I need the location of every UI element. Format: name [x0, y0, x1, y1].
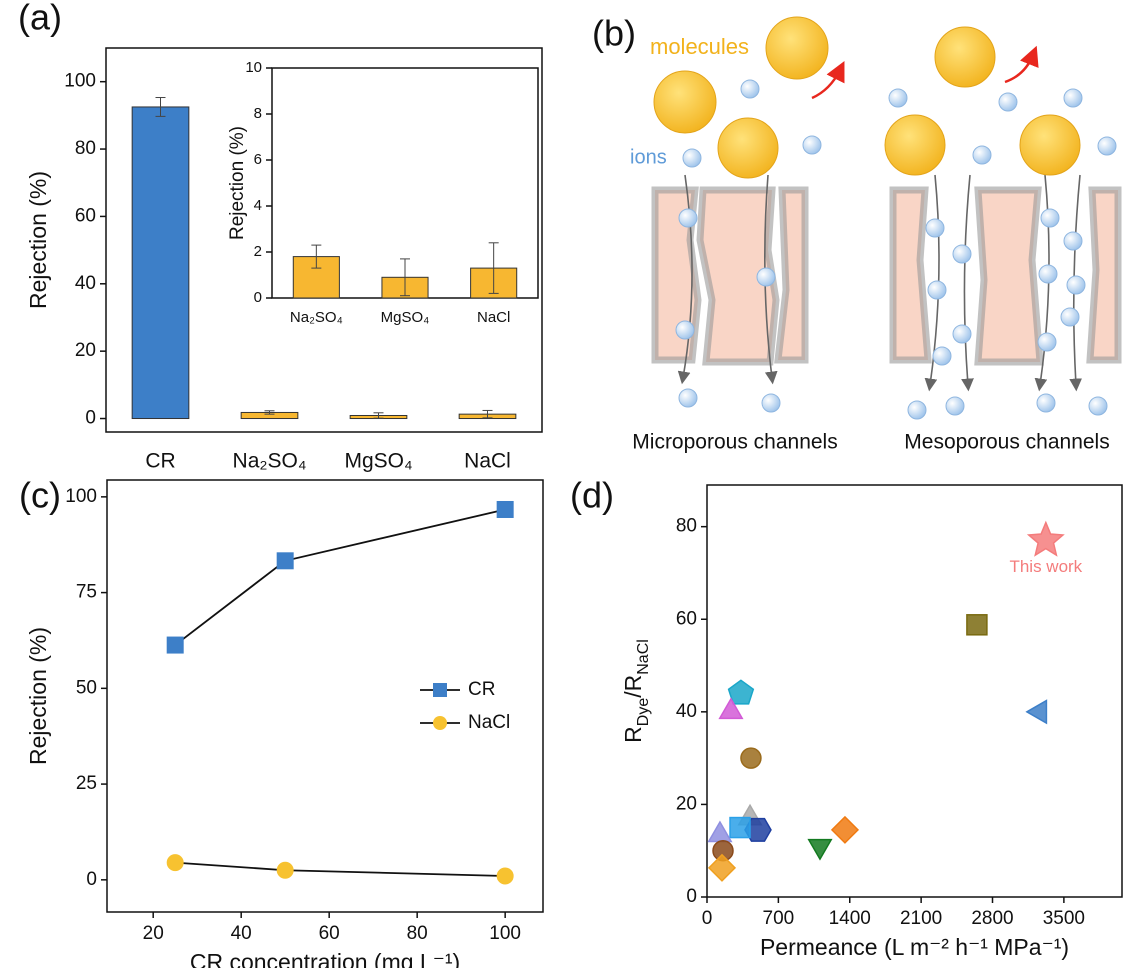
- point: [167, 855, 183, 871]
- legend-marker: [433, 716, 447, 730]
- point: [832, 817, 858, 843]
- y-tick-label: 20: [75, 340, 96, 361]
- y-axis-label: RDye/RNaCl: [620, 639, 652, 743]
- y-axis-label-part: NaCl: [635, 639, 652, 675]
- reject-arrows: [812, 55, 1033, 98]
- y-axis-label-part: R: [620, 726, 646, 743]
- point: [709, 822, 732, 842]
- y-tick-label: 8: [254, 105, 262, 122]
- line: [175, 863, 505, 876]
- x-axis-label: CR concentration (mg L⁻¹): [190, 949, 460, 968]
- y-axis-label: Rejection (%): [227, 126, 248, 240]
- x-tick-label: 60: [319, 923, 340, 944]
- y-tick-label: 50: [76, 677, 97, 698]
- point: [967, 615, 987, 635]
- x-tick-label: 20: [143, 923, 164, 944]
- y-tick-label: 80: [676, 516, 697, 537]
- figure: (b) molecules ions: [0, 0, 1137, 968]
- point: [1027, 701, 1047, 724]
- legend-label: CR: [468, 679, 495, 700]
- x-tick-label: 1400: [829, 908, 871, 929]
- x-tick-label: 2800: [971, 908, 1013, 929]
- x-tick-label: Na₂SO₄: [233, 450, 307, 473]
- point: [277, 553, 293, 569]
- line: [175, 509, 505, 645]
- y-tick-label: 75: [76, 582, 97, 603]
- point: [497, 868, 513, 884]
- annotation: This work: [1009, 557, 1082, 576]
- panel-label: (b): [592, 13, 636, 54]
- molecules-label: molecules: [650, 34, 749, 59]
- y-tick-label: 10: [245, 59, 262, 76]
- caption: Mesoporous channels: [904, 431, 1109, 454]
- x-tick-label: CR: [145, 450, 175, 473]
- panel-label: (c): [19, 475, 61, 516]
- x-axis-label: Permeance (L m⁻² h⁻¹ MPa⁻¹): [760, 934, 1069, 960]
- caption: Microporous channels: [632, 431, 837, 454]
- y-tick-label: 2: [254, 243, 262, 260]
- y-tick-label: 0: [254, 289, 262, 306]
- legend-label: NaCl: [468, 712, 510, 733]
- y-tick-label: 6: [254, 151, 262, 168]
- bar: [132, 107, 189, 419]
- point: [730, 818, 750, 838]
- point: [277, 862, 293, 878]
- legend-marker: [433, 683, 447, 697]
- y-tick-label: 20: [676, 793, 697, 814]
- y-axis-label: Rejection (%): [25, 171, 51, 309]
- y-tick-label: 80: [75, 138, 96, 159]
- x-tick-label: 80: [407, 923, 428, 944]
- x-tick-label: 100: [489, 923, 521, 944]
- diagram: (b) molecules ions: [592, 13, 1118, 454]
- ions-label: ions: [630, 146, 667, 168]
- panel-label: (d): [570, 475, 614, 516]
- y-tick-label: 0: [86, 869, 97, 890]
- x-tick-label: 700: [763, 908, 795, 929]
- y-tick-label: 40: [676, 701, 697, 722]
- y-tick-label: 40: [75, 273, 96, 294]
- y-axis-label: Rejection (%): [25, 627, 51, 765]
- x-tick-label: 3500: [1043, 908, 1085, 929]
- point: [167, 637, 183, 653]
- x-tick-label: MgSO₄: [381, 309, 430, 326]
- y-tick-label: 0: [686, 886, 697, 907]
- point: [741, 748, 761, 768]
- x-tick-label: MgSO₄: [344, 450, 412, 473]
- y-tick-label: 60: [676, 608, 697, 629]
- y-axis-label-part: Dye: [635, 698, 652, 727]
- x-tick-label: NaCl: [464, 450, 511, 473]
- plot-frame: [707, 485, 1122, 897]
- y-tick-label: 60: [75, 205, 96, 226]
- y-axis-label-part: /R: [620, 675, 646, 698]
- point: [497, 501, 513, 517]
- x-tick-label: 40: [231, 923, 252, 944]
- y-tick-label: 25: [76, 773, 97, 794]
- y-tick-label: 4: [254, 197, 262, 214]
- x-tick-label: NaCl: [477, 309, 510, 326]
- point: [709, 855, 735, 881]
- x-tick-label: 2100: [900, 908, 942, 929]
- y-tick-label: 100: [65, 486, 97, 507]
- panel-label: (a): [18, 0, 62, 38]
- y-tick-label: 100: [64, 71, 96, 92]
- x-tick-label: Na₂SO₄: [290, 309, 343, 326]
- y-tick-label: 0: [85, 408, 96, 429]
- x-tick-label: 0: [702, 908, 713, 929]
- point: [809, 840, 832, 860]
- point: [1029, 523, 1063, 556]
